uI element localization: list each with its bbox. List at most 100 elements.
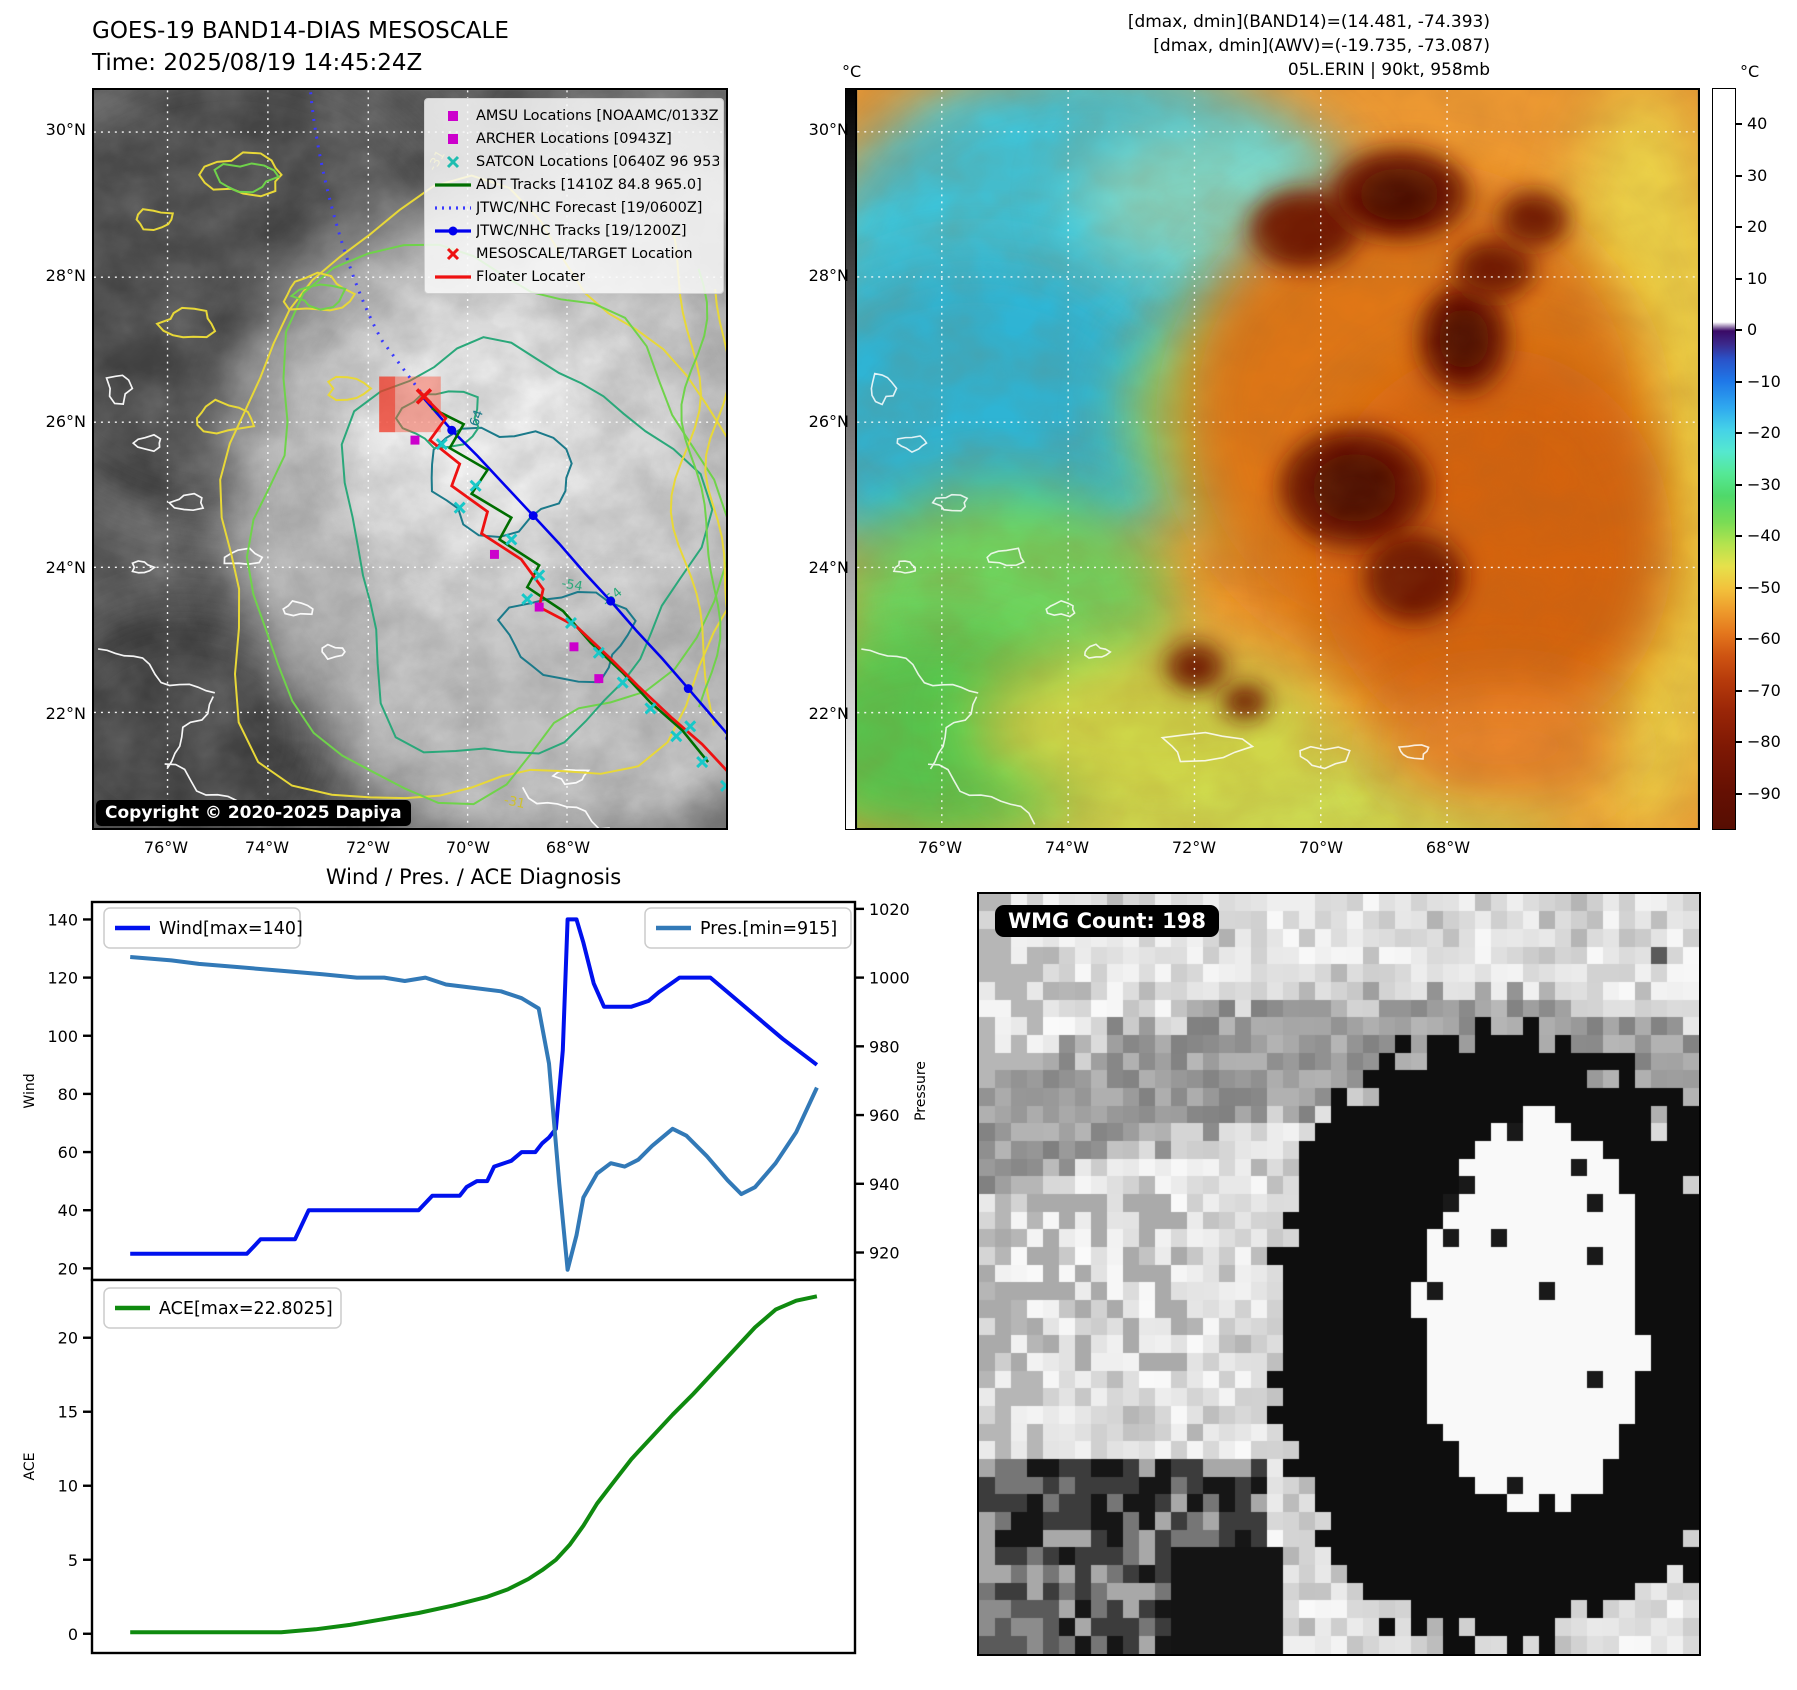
bt-contour	[282, 271, 357, 312]
colorbar-tick	[1736, 638, 1742, 641]
band14-lat-label: 26°N	[45, 412, 86, 431]
pressure-tick-label: 920	[869, 1244, 900, 1263]
awv-lat-label: 24°N	[808, 558, 849, 577]
satcon-x-marker	[564, 616, 578, 629]
ace-axis-label: ACE	[22, 1453, 38, 1481]
island-coastline	[1299, 745, 1351, 770]
wind-tick-label: 120	[47, 969, 78, 988]
x-marker-icon	[446, 247, 460, 260]
colorbar-tick	[1736, 741, 1742, 744]
wind-axis-label: Wind	[22, 1073, 38, 1108]
legend-marker	[430, 108, 476, 124]
satcon-x-marker	[592, 646, 605, 659]
island-coastline	[282, 600, 314, 617]
colorbar-tick-label: 30	[1747, 165, 1768, 185]
wv-texture	[857, 90, 1698, 828]
wind-legend-label: Wind[max=140]	[159, 919, 303, 939]
bt-contour	[326, 375, 373, 402]
colorbar-tick-label: −30	[1747, 474, 1781, 494]
awv-lon-label: 72°W	[1171, 838, 1217, 857]
jtwc-track-point	[447, 425, 457, 435]
bt-contour	[198, 151, 283, 198]
wmg-count-badge: WMG Count: 198	[995, 905, 1219, 937]
jtwc-forecast-track	[309, 92, 426, 398]
path-deco	[446, 247, 460, 260]
legend-marker	[430, 223, 476, 239]
band14-lat-label: 24°N	[45, 558, 86, 577]
satcon-x-marker	[469, 479, 482, 492]
ace-tick-label: 15	[58, 1403, 78, 1422]
band14-time: Time: 2025/08/19 14:45:24Z	[92, 50, 423, 76]
rect-deco	[448, 133, 458, 144]
square-marker-icon	[448, 110, 458, 121]
awv-lon-label: 76°W	[917, 838, 963, 857]
wind-tick-label: 60	[58, 1143, 78, 1162]
awv-map	[855, 88, 1700, 830]
awv-satellite-image	[857, 90, 1698, 828]
legend-marker	[430, 246, 476, 262]
ace-line	[130, 1294, 818, 1635]
satcon-markers	[435, 438, 726, 792]
legend-label: JTWC/NHC Tracks [19/1200Z]	[476, 222, 687, 239]
chart-title: Wind / Pres. / ACE Diagnosis	[326, 865, 621, 889]
legend-row: MESOSCALE/TARGET Location	[430, 242, 719, 265]
satcon-x-marker	[719, 779, 726, 792]
colorbar-tick	[1736, 483, 1742, 486]
wind-tick-label: 140	[47, 910, 78, 929]
legend-label: MESOSCALE/TARGET Location	[476, 245, 693, 262]
pressure-legend-box	[644, 907, 852, 949]
jtwc-track-point	[606, 596, 616, 606]
colorbar-tick-label: −20	[1747, 423, 1781, 443]
island-coastline	[131, 433, 162, 453]
bt-contour	[669, 229, 715, 726]
wind-tick-label: 20	[58, 1259, 78, 1278]
legend-row: ADT Tracks [1410Z 84.8 965.0]	[430, 173, 719, 196]
colorbar-tick	[1736, 123, 1742, 126]
floater-track	[422, 395, 726, 772]
satcon-x-marker	[670, 730, 683, 743]
awv-lon-label: 68°W	[1425, 838, 1471, 857]
legend-row: ARCHER Locations [0943Z]	[430, 127, 719, 150]
legend-row: Floater Locater	[430, 265, 719, 288]
island-coastline	[1084, 643, 1112, 659]
copyright-label: Copyright © 2020-2025 Dapiya	[96, 800, 411, 826]
island-coastline	[551, 768, 591, 786]
satcon-x-marker	[521, 593, 534, 606]
pressure-tick-label: 1000	[869, 969, 910, 988]
ace-tick-label: 5	[68, 1551, 78, 1570]
ace-legend-box	[103, 1287, 342, 1329]
wind-tick-label: 40	[58, 1201, 78, 1220]
colorbar-tick-label: 10	[1747, 268, 1768, 288]
amsu-square-marker	[489, 549, 499, 559]
mesoscale-target-x	[415, 388, 433, 405]
awv-lat-label: 30°N	[808, 120, 849, 139]
pressure-tick-label: 1020	[869, 900, 910, 919]
awv-colorbar	[1712, 88, 1736, 830]
colorbar-tick	[1736, 432, 1742, 435]
legend-label: SATCON Locations [0640Z 96 953]	[476, 153, 719, 170]
colorbar-tick	[1736, 792, 1742, 795]
legend-label: JTWC/NHC Forecast [19/0600Z]	[476, 199, 703, 216]
coastline	[861, 648, 979, 694]
awv-lon-label: 70°W	[1298, 838, 1344, 857]
target-box-edge	[379, 376, 396, 433]
awv-lat-label: 28°N	[808, 266, 849, 285]
legend-marker	[430, 154, 476, 170]
colorbar-tick-label: −40	[1747, 526, 1781, 546]
island-coastline	[892, 560, 917, 574]
band14-lat-label: 30°N	[45, 120, 86, 139]
band14-lat-label: 22°N	[45, 704, 86, 723]
coastline	[166, 696, 215, 770]
awv-lat-label: 26°N	[808, 412, 849, 431]
colorbar-tick-label: −60	[1747, 629, 1781, 649]
island-coastline	[1160, 731, 1255, 763]
legend-row: JTWC/NHC Tracks [19/1200Z]	[430, 219, 719, 242]
legend-label: AMSU Locations [NOAAMC/0133Z 107 946]	[476, 107, 719, 124]
coastlines	[861, 372, 1430, 825]
satcon-x-marker	[616, 676, 629, 689]
colorbar-tick	[1736, 535, 1742, 538]
band14-lon-label: 68°W	[545, 838, 591, 857]
pressure-legend-label: Pres.[min=915]	[700, 919, 837, 939]
legend-label: Floater Locater	[476, 268, 586, 285]
